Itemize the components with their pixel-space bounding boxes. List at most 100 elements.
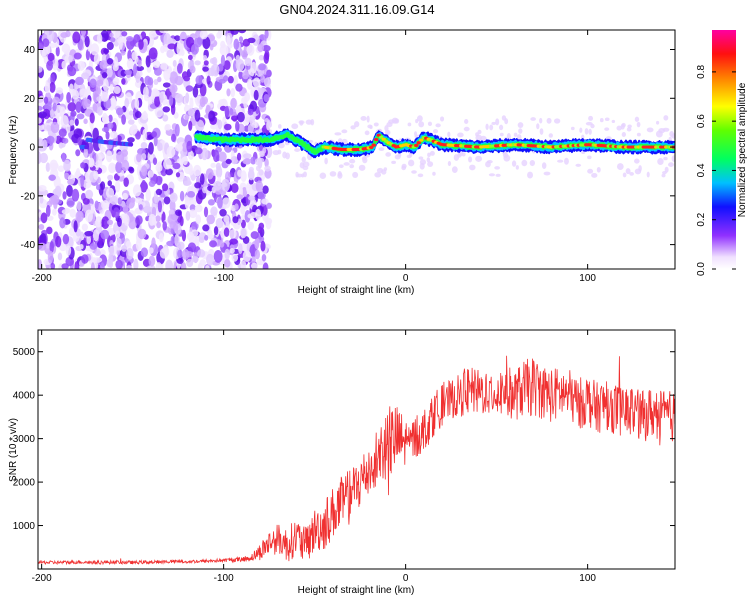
- faint-speckle: [494, 166, 501, 170]
- noise-speckle: [61, 263, 69, 269]
- faint-speckle: [334, 132, 342, 136]
- noise-speckle: [172, 162, 181, 170]
- early-ridge-mark: [129, 142, 134, 147]
- faint-speckle: [539, 117, 543, 124]
- noise-speckle: [172, 222, 178, 232]
- faint-speckle: [378, 147, 385, 152]
- noise-speckle: [203, 206, 209, 218]
- noise-speckle: [134, 111, 142, 119]
- noise-speckle: [258, 63, 266, 71]
- noise-speckle: [177, 63, 183, 74]
- noise-speckle: [102, 78, 109, 92]
- noise-speckle: [225, 158, 232, 165]
- noise-speckle: [126, 247, 134, 260]
- faint-speckle: [366, 115, 370, 123]
- noise-speckle: [266, 69, 272, 78]
- noise-speckle: [156, 221, 161, 229]
- noise-speckle: [42, 38, 50, 47]
- faint-speckle: [277, 142, 285, 149]
- faint-speckle: [636, 121, 641, 128]
- noise-speckle: [213, 249, 223, 263]
- faint-speckle: [485, 123, 489, 130]
- noise-speckle: [237, 111, 245, 123]
- noise-speckle: [240, 205, 246, 215]
- noise-speckle: [230, 88, 236, 98]
- noise-speckle: [148, 213, 156, 226]
- noise-speckle: [171, 133, 177, 143]
- faint-speckle: [453, 154, 460, 161]
- noise-speckle: [136, 153, 142, 163]
- noise-speckle: [193, 164, 202, 177]
- faint-speckle: [564, 157, 569, 165]
- faint-speckle: [343, 162, 350, 166]
- noise-speckle: [174, 35, 181, 42]
- noise-speckle: [121, 114, 126, 125]
- noise-speckle: [179, 190, 185, 202]
- noise-speckle: [158, 232, 164, 243]
- faint-speckle: [464, 118, 469, 125]
- faint-speckle: [625, 168, 631, 175]
- noise-speckle: [184, 114, 190, 121]
- faint-speckle: [248, 166, 254, 173]
- chart-title: GN04.2024.311.16.09.G14: [279, 2, 434, 17]
- noise-speckle: [62, 137, 69, 144]
- noise-speckle: [247, 169, 255, 181]
- noise-speckle: [194, 182, 202, 189]
- faint-speckle: [669, 130, 674, 137]
- faint-speckle: [469, 164, 476, 171]
- noise-speckle: [148, 180, 156, 188]
- noise-speckle: [124, 98, 130, 108]
- noise-speckle: [201, 147, 209, 161]
- noise-speckle: [93, 170, 99, 181]
- faint-speckle: [529, 159, 536, 167]
- noise-speckle: [46, 226, 53, 235]
- noise-speckle: [211, 56, 218, 66]
- noise-speckle: [101, 127, 110, 133]
- faint-speckle: [518, 128, 523, 134]
- noise-speckle: [162, 114, 169, 122]
- noise-speckle: [116, 151, 125, 163]
- faint-speckle: [250, 116, 256, 122]
- snr-y-tick-label: 1000: [13, 521, 36, 532]
- noise-speckle: [47, 60, 53, 66]
- noise-speckle: [182, 156, 188, 166]
- noise-speckle: [127, 119, 135, 125]
- noise-speckle: [75, 101, 82, 113]
- noise-speckle: [187, 191, 196, 198]
- noise-speckle: [250, 256, 256, 265]
- noise-speckle: [106, 57, 114, 65]
- noise-speckle: [50, 194, 60, 205]
- noise-speckle: [234, 203, 239, 210]
- noise-speckle: [247, 221, 255, 231]
- noise-speckle: [45, 124, 51, 132]
- noise-speckle: [112, 207, 120, 219]
- noise-speckle: [198, 237, 205, 244]
- noise-speckle: [165, 259, 174, 269]
- noise-speckle: [181, 142, 188, 153]
- noise-speckle: [187, 150, 194, 160]
- snr-x-axis-label: Height of straight line (km): [298, 585, 415, 596]
- noise-speckle: [205, 265, 210, 269]
- noise-speckle: [73, 220, 78, 233]
- noise-speckle: [76, 200, 82, 212]
- noise-speckle: [233, 38, 240, 50]
- colorbar: 0.0 0.2 0.4 0.6 0.8 Normalized spectral ampl…: [696, 30, 748, 276]
- faint-speckle: [432, 129, 439, 134]
- noise-speckle: [181, 262, 187, 269]
- faint-speckle: [636, 132, 641, 137]
- noise-speckle: [159, 248, 169, 259]
- noise-speckle: [108, 252, 113, 264]
- noise-speckle: [68, 54, 73, 63]
- faint-speckle: [536, 123, 540, 130]
- noise-speckle: [191, 256, 199, 263]
- noise-speckle: [210, 123, 219, 130]
- noise-speckle: [38, 224, 45, 231]
- ridge-core: [374, 137, 379, 142]
- noise-speckle: [86, 235, 92, 245]
- noise-speckle: [254, 237, 260, 250]
- faint-speckle: [599, 117, 604, 123]
- faint-speckle: [447, 161, 452, 167]
- noise-speckle: [168, 95, 174, 107]
- noise-speckle: [162, 183, 169, 192]
- noise-speckle: [215, 162, 221, 171]
